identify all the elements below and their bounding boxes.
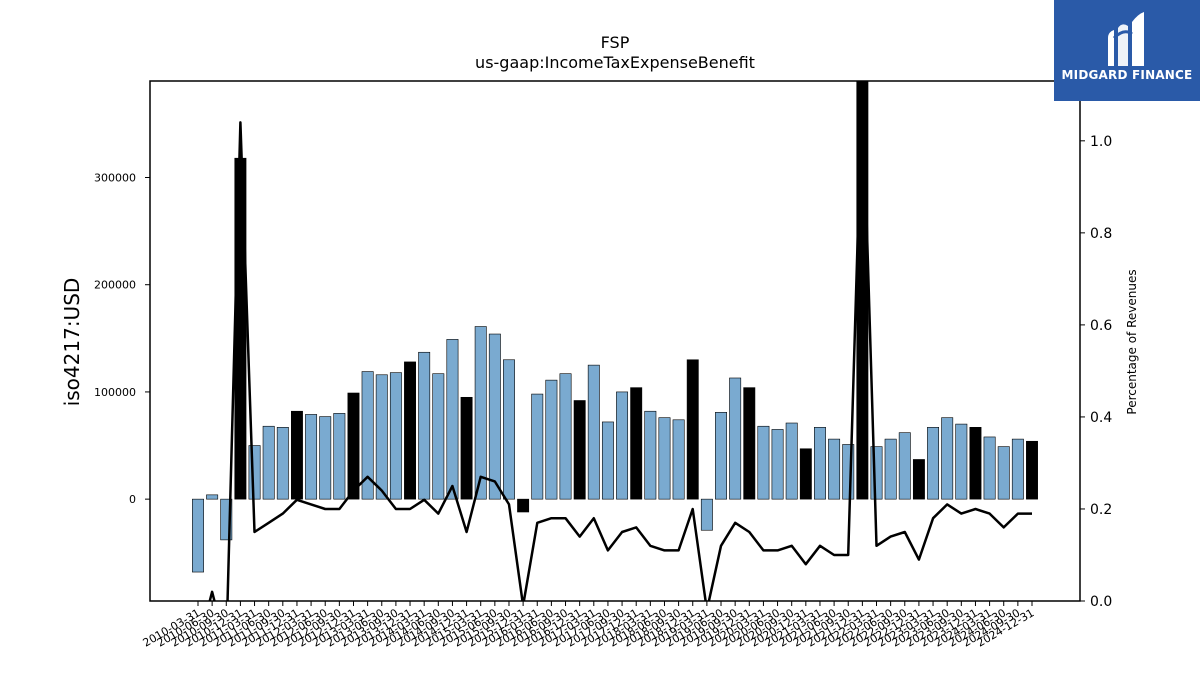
brand-name: MIDGARD FINANCE bbox=[1061, 68, 1193, 82]
y-tick-label: 100000 bbox=[94, 386, 136, 399]
quarter-bar bbox=[771, 429, 784, 500]
y2-tick-label: 0.4 bbox=[1090, 410, 1112, 426]
quarter-bar bbox=[206, 494, 219, 500]
quarter-bar bbox=[927, 427, 940, 500]
bars-layer bbox=[192, 81, 1038, 573]
annual-bar bbox=[912, 459, 925, 500]
quarter-bar bbox=[361, 371, 374, 500]
annual-bar bbox=[404, 361, 416, 500]
annual-bar bbox=[1026, 440, 1038, 500]
quarter-bar bbox=[474, 326, 487, 500]
quarter-bar bbox=[488, 333, 501, 500]
quarter-bar bbox=[941, 417, 954, 500]
annual-bar bbox=[573, 400, 586, 500]
annual-bar bbox=[856, 81, 869, 500]
quarter-bar bbox=[319, 416, 332, 500]
quarter-bar bbox=[658, 417, 671, 500]
right-axis: 0.0 0.2 0.4 0.6 0.8 1.0 bbox=[1080, 134, 1112, 610]
quarter-bar bbox=[997, 446, 1010, 500]
quarter-bar bbox=[785, 422, 798, 500]
annual-bar bbox=[517, 498, 530, 513]
y2-tick-label: 0.0 bbox=[1090, 594, 1112, 610]
quarter-bar bbox=[418, 351, 431, 500]
annual-bar bbox=[799, 448, 812, 500]
quarter-bar bbox=[375, 374, 388, 500]
quarter-bar bbox=[955, 423, 968, 500]
y-tick-label: 0 bbox=[129, 493, 136, 506]
quarter-bar bbox=[503, 359, 515, 500]
annual-bar bbox=[290, 410, 303, 500]
quarter-bar bbox=[446, 339, 459, 500]
left-axis: 0 100000 200000 300000 bbox=[94, 171, 150, 506]
annual-bar bbox=[743, 387, 756, 500]
annual-bar bbox=[686, 359, 699, 500]
y-tick-label: 200000 bbox=[94, 279, 136, 292]
quarter-bar bbox=[1011, 438, 1024, 500]
chart-subtitle: us-gaap:IncomeTaxExpenseBenefit bbox=[475, 53, 755, 72]
quarter-bar bbox=[729, 377, 742, 500]
quarter-bar bbox=[898, 432, 911, 500]
quarter-bar bbox=[559, 373, 572, 500]
y2-axis-label: Percentage of Revenues bbox=[1125, 269, 1139, 414]
midgard-logo-icon bbox=[1108, 12, 1144, 66]
quarter-bar bbox=[983, 436, 996, 500]
plot-frame bbox=[149, 80, 1081, 602]
quarter-bar bbox=[601, 421, 614, 500]
quarter-bar bbox=[700, 498, 713, 531]
quarter-bar bbox=[545, 379, 558, 500]
ratio-line bbox=[208, 81, 1032, 601]
quarter-bar bbox=[828, 438, 841, 500]
annual-bar bbox=[347, 392, 360, 500]
y-axis-label: iso4217:USD bbox=[60, 278, 84, 407]
y2-tick-label: 0.8 bbox=[1090, 226, 1112, 242]
quarter-bar bbox=[616, 391, 629, 500]
quarter-bar bbox=[432, 373, 445, 500]
quarter-bar bbox=[587, 364, 600, 500]
quarter-bar bbox=[715, 411, 727, 500]
y2-tick-label: 0.2 bbox=[1090, 502, 1112, 518]
chart-title: FSP bbox=[601, 33, 630, 52]
brand-logo: MIDGARD FINANCE bbox=[1054, 0, 1200, 101]
quarter-bar bbox=[276, 427, 289, 500]
y-tick-label: 300000 bbox=[94, 171, 136, 184]
quarter-bar bbox=[814, 427, 826, 500]
annual-bar bbox=[460, 396, 473, 500]
quarter-bar bbox=[220, 498, 233, 541]
quarter-bar bbox=[192, 498, 204, 573]
quarter-bar bbox=[531, 393, 544, 500]
y2-tick-label: 1.0 bbox=[1090, 134, 1112, 150]
quarter-bar bbox=[262, 425, 275, 500]
quarter-bar bbox=[389, 372, 402, 500]
quarter-bar bbox=[870, 446, 883, 500]
quarter-bar bbox=[884, 438, 897, 500]
quarter-bar bbox=[672, 419, 685, 500]
y2-tick-label: 0.6 bbox=[1090, 318, 1112, 334]
annual-bar bbox=[969, 427, 982, 500]
annual-bar bbox=[630, 387, 643, 500]
quarter-bar bbox=[644, 410, 657, 500]
quarter-bar bbox=[757, 425, 770, 500]
quarter-bar bbox=[333, 413, 346, 500]
x-axis: 2010-03-312010-06-302010-09-302010-12-31… bbox=[141, 601, 1037, 650]
quarter-bar bbox=[305, 414, 318, 500]
line-layer bbox=[208, 81, 1032, 601]
quarter-bar bbox=[842, 444, 855, 500]
